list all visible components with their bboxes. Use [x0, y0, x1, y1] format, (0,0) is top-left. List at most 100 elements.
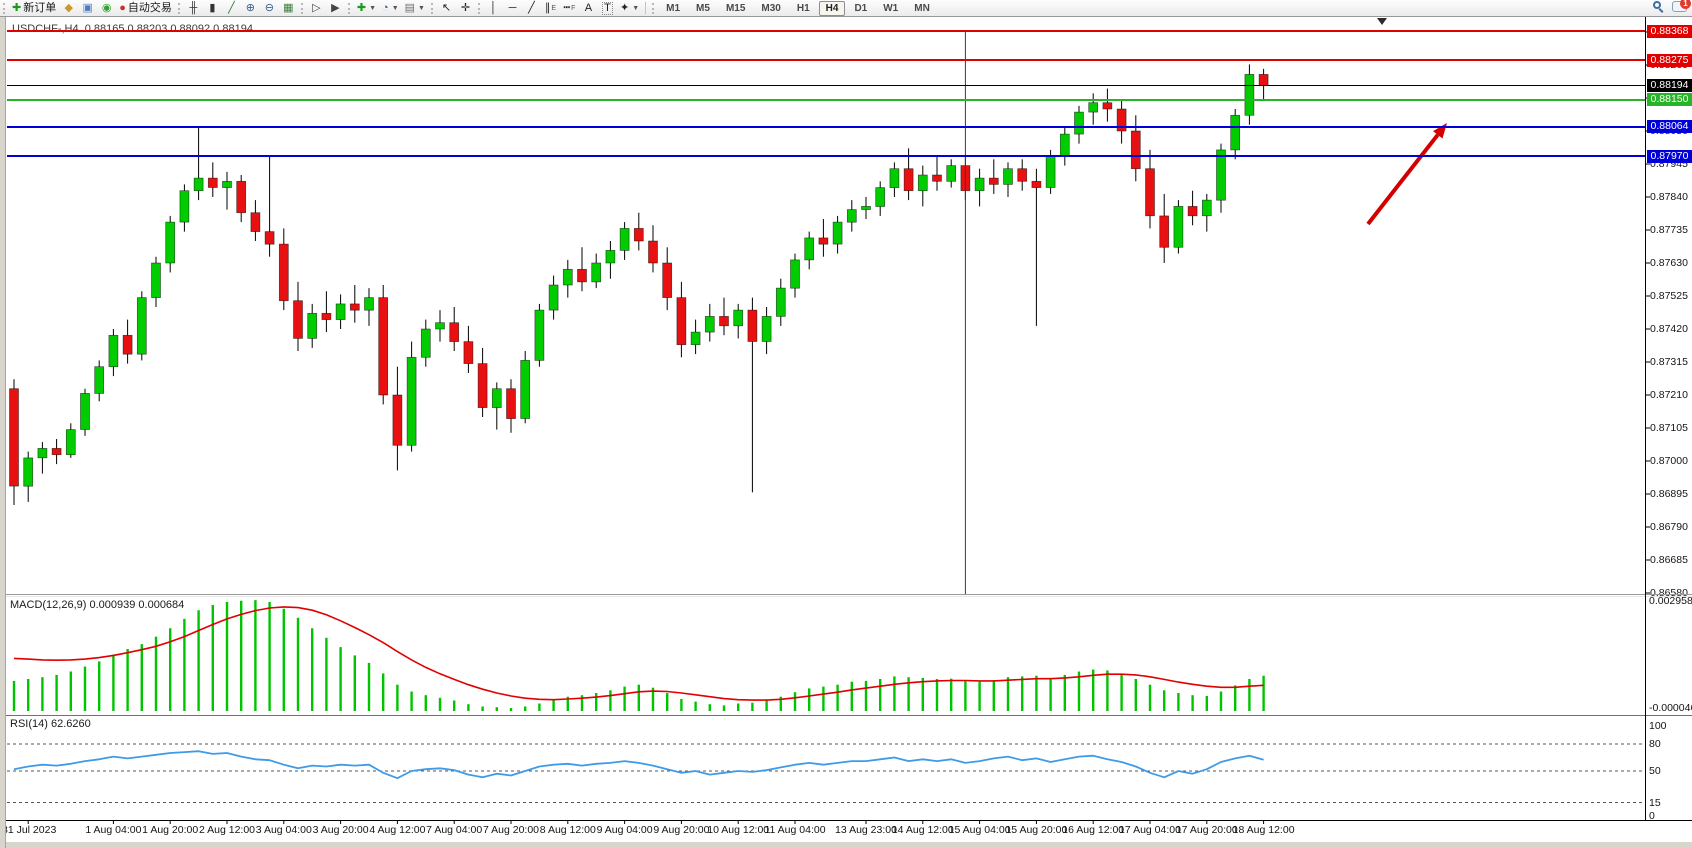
styles-icon: ◆	[64, 1, 73, 14]
arrows-button[interactable]: ✦ ▼	[618, 1, 641, 16]
chevron-down-icon: ▼	[369, 4, 377, 12]
price-tick-label: 0.87210	[1650, 389, 1688, 401]
signals-icon: ◉	[101, 1, 112, 14]
timeframe-m5-button[interactable]: M5	[696, 2, 710, 14]
periods-icon: ◔	[382, 1, 389, 14]
price-tick-label: 0.87420	[1650, 323, 1688, 335]
toolbar-grip	[430, 2, 433, 14]
time-label: 15 Aug 04:00	[948, 824, 1011, 836]
time-label: 4 Aug 12:00	[369, 824, 426, 836]
time-label: 14 Aug 12:00	[891, 824, 954, 836]
zoom-in-button[interactable]: ⊕	[242, 1, 259, 16]
time-label: 10 Aug 12:00	[707, 824, 770, 836]
chart-shift-button[interactable]: ▶	[327, 1, 344, 16]
price-level-badge: 0.88275	[1647, 53, 1692, 67]
horizontal-line-button[interactable]: ─	[504, 1, 521, 16]
macd-signal-line	[13, 606, 1264, 701]
new-order-button[interactable]: ✚ 新订单	[10, 1, 58, 16]
toolbar-grip	[177, 2, 180, 14]
vertical-line-icon: │	[490, 1, 497, 14]
autotrade-button[interactable]: ● 自动交易	[117, 1, 174, 16]
tile-windows-button[interactable]: ▦	[280, 1, 297, 16]
cursor-button[interactable]: ↖	[438, 1, 455, 16]
chevron-down-icon: ▼	[418, 4, 425, 12]
level-line-0.88194[interactable]	[7, 85, 1645, 87]
rsi-indicator-label: RSI(14) 62.6260	[10, 718, 91, 730]
rsi-scale-label: 80	[1649, 738, 1661, 750]
candles-chart-icon: ▮	[209, 1, 216, 14]
signals-button[interactable]: ◉	[98, 1, 115, 16]
timeframe-m1-button[interactable]: M1	[666, 2, 681, 14]
vertical-line-button[interactable]: │	[485, 1, 502, 16]
price-tick-label: 0.87315	[1650, 356, 1688, 368]
notification-badge: 1	[1680, 0, 1691, 9]
templates-button[interactable]: ▤ ▼	[403, 1, 427, 16]
price-tick-label: 0.86685	[1650, 554, 1688, 566]
time-label: 16 Aug 12:00	[1062, 824, 1125, 836]
time-label: 9 Aug 20:00	[653, 824, 710, 836]
price-tick-label: 0.87735	[1650, 224, 1688, 236]
timeframe-h1-button[interactable]: H1	[796, 2, 810, 14]
chart-area[interactable]: USDCHF-,H4 0.88165 0.88203 0.88092 0.881…	[0, 17, 1692, 848]
price-tick-label: 0.86790	[1650, 521, 1688, 533]
text-label-icon: T	[602, 1, 613, 15]
level-line-0.88064[interactable]	[7, 125, 1645, 128]
cursor-icon: ↖	[441, 1, 452, 14]
bars-chart-button[interactable]: ╫	[185, 1, 202, 16]
profiles-button[interactable]: ▣	[79, 1, 96, 16]
styles-button[interactable]: ◆	[60, 1, 77, 16]
level-line-0.87970[interactable]	[7, 155, 1645, 158]
equidistant-channel-icon: ∥	[544, 1, 551, 14]
tile-windows-icon: ▦	[283, 1, 294, 14]
zoom-out-button[interactable]: ⊖	[261, 1, 278, 16]
new-order-icon: ✚	[12, 1, 22, 14]
time-label: 2 Aug 12:00	[198, 824, 256, 836]
horizontal-line-icon: ─	[508, 1, 517, 14]
indicators-icon: ✚	[356, 1, 367, 14]
timeframe-m15-button[interactable]: M15	[725, 2, 746, 14]
bars-chart-icon: ╫	[189, 1, 198, 14]
timeframe-m30-button[interactable]: M30	[761, 2, 781, 14]
text-icon: A	[584, 1, 593, 14]
rsi-scale-label: 100	[1649, 720, 1667, 732]
search-icon[interactable]	[1653, 1, 1664, 13]
text-label-button[interactable]: T	[599, 1, 616, 16]
timeframe-h4-button[interactable]: H4	[818, 0, 846, 16]
text-button[interactable]: A	[580, 1, 597, 16]
time-label: 13 Aug 23:00	[835, 824, 897, 836]
toolbar-right: 1	[1653, 0, 1691, 13]
chart-shift-marker[interactable]	[1377, 18, 1387, 25]
rsi-scale-label: 0	[1649, 810, 1655, 822]
price-level-badge: 0.88064	[1647, 120, 1692, 134]
timeframe-mn-button[interactable]: MN	[914, 2, 930, 14]
window-bottom-border	[0, 842, 1692, 848]
trendline-button[interactable]: ╱	[523, 1, 540, 16]
price-level-badge: 0.88194	[1647, 79, 1692, 93]
level-line-0.88275[interactable]	[7, 59, 1645, 62]
crosshair-button[interactable]: ✛	[457, 1, 474, 16]
time-label: 1 Aug 04:00	[85, 824, 142, 836]
time-label: 9 Aug 04:00	[596, 824, 653, 836]
candles-chart-button[interactable]: ▮	[204, 1, 221, 16]
periods-button[interactable]: ◔ ▼	[380, 1, 401, 16]
auto-scroll-icon: ▷	[312, 1, 321, 14]
level-line-0.88150[interactable]	[7, 98, 1645, 101]
timeframe-w1-button[interactable]: W1	[883, 2, 899, 14]
price-tick-label: 0.87000	[1650, 455, 1688, 467]
autotrade-label: 自动交易	[127, 1, 172, 14]
toolbar: ✚ 新订单 ◆ ▣ ◉ ● 自动交易 ╫ ▮ ╱ ⊕ ⊖ ▦ ▷ ▶ ✚ ▼ ◔ ▼ ▤ ▼ ↖ ✛ │ ─ ╱ ∥ E ┅ F A T ✦ ▼ M…	[0, 0, 1692, 17]
equidistant-channel-button[interactable]: ∥ E	[542, 1, 559, 16]
chat-icon[interactable]: 1	[1672, 0, 1691, 12]
rsi-line	[13, 750, 1264, 780]
chart-canvas[interactable]	[0, 17, 1692, 848]
search-handle	[1658, 8, 1664, 13]
profiles-icon: ▣	[82, 1, 93, 14]
auto-scroll-button[interactable]: ▷	[308, 1, 325, 16]
timeframe-d1-button[interactable]: D1	[854, 2, 868, 14]
line-chart-button[interactable]: ╱	[223, 1, 240, 16]
indicators-button[interactable]: ✚ ▼	[355, 1, 378, 16]
time-label: 1 Aug 20:00	[142, 824, 199, 836]
toolbar-buttons: ✚ 新订单 ◆ ▣ ◉ ● 自动交易 ╫ ▮ ╱ ⊕ ⊖ ▦ ▷ ▶ ✚ ▼ ◔ ▼ ▤ ▼ ↖ ✛ │ ─ ╱ ∥ E ┅ F A T ✦ ▼ M…	[0, 0, 938, 16]
fibonacci-button[interactable]: ┅ F	[561, 1, 578, 16]
level-line-0.88368[interactable]	[7, 30, 1645, 33]
